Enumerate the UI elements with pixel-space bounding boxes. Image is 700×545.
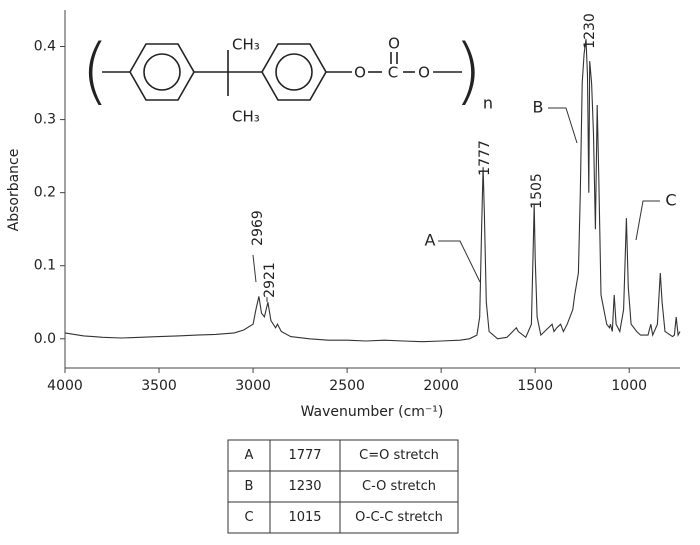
leader-line — [252, 254, 257, 283]
ring — [129, 43, 195, 101]
repeat-index: n — [483, 94, 493, 113]
x-tick-label: 3000 — [235, 378, 271, 394]
x-tick-label: 3500 — [141, 378, 177, 394]
band-label: B — [533, 98, 544, 117]
table-cell: A — [245, 448, 254, 463]
table-cell: 1777 — [288, 448, 321, 463]
table-border — [227, 439, 459, 534]
band-label: A — [425, 231, 436, 250]
y-tick-label: 0.4 — [34, 39, 56, 55]
peak-label: 1505 — [529, 173, 545, 209]
leader-line — [635, 200, 660, 241]
y-tick-label: 0.2 — [34, 185, 56, 201]
y-tick-label: 0.1 — [34, 258, 56, 274]
ring-circle — [275, 53, 313, 91]
atom: O — [354, 64, 366, 82]
table-cell: B — [245, 479, 254, 494]
table-cell: C-O stretch — [362, 479, 436, 494]
x-tick-label: 2000 — [423, 378, 459, 394]
atom: C — [388, 64, 398, 82]
atom: O — [418, 64, 430, 82]
peak-label: 1230 — [582, 13, 598, 49]
atom: O — [388, 35, 400, 53]
ring-circle — [143, 53, 181, 91]
leader-line — [548, 107, 578, 144]
bracket: ( — [81, 29, 109, 113]
methyl: CH₃ — [232, 108, 260, 126]
ring — [261, 43, 327, 101]
table: A 1777 C=O stretch B 1230 C-O stretch C 1015 O-C… — [227, 439, 459, 534]
x-tick-label: 4000 — [47, 378, 83, 394]
x-tick-label: 1000 — [611, 378, 647, 394]
peak-label: 2921 — [262, 262, 278, 298]
peak-label: 2969 — [250, 210, 266, 246]
table-cell: 1015 — [288, 510, 321, 525]
x-axis-label: Wavenumber (cm⁻¹) — [301, 404, 444, 420]
table-cell: O-C-C stretch — [355, 510, 443, 525]
band-label: C — [665, 191, 676, 210]
leader-line — [438, 240, 481, 283]
table-cell: C — [244, 510, 253, 525]
x-tick-label: 1500 — [517, 378, 553, 394]
peak-label: 1777 — [477, 140, 493, 176]
structure: ( ) CH₃ CH₃ O O C O n — [81, 29, 493, 126]
spectrum-line — [64, 39, 681, 343]
y-axis-label: Absorbance — [6, 149, 22, 232]
table-cell: C=O stretch — [359, 448, 439, 463]
x-tick-label: 2500 — [329, 378, 365, 394]
y-tick-label: 0.3 — [34, 112, 56, 128]
bracket: ) — [454, 29, 482, 113]
y-tick-label: 0.0 — [34, 331, 56, 347]
table-cell: 1230 — [288, 479, 321, 494]
methyl: CH₃ — [232, 36, 260, 54]
